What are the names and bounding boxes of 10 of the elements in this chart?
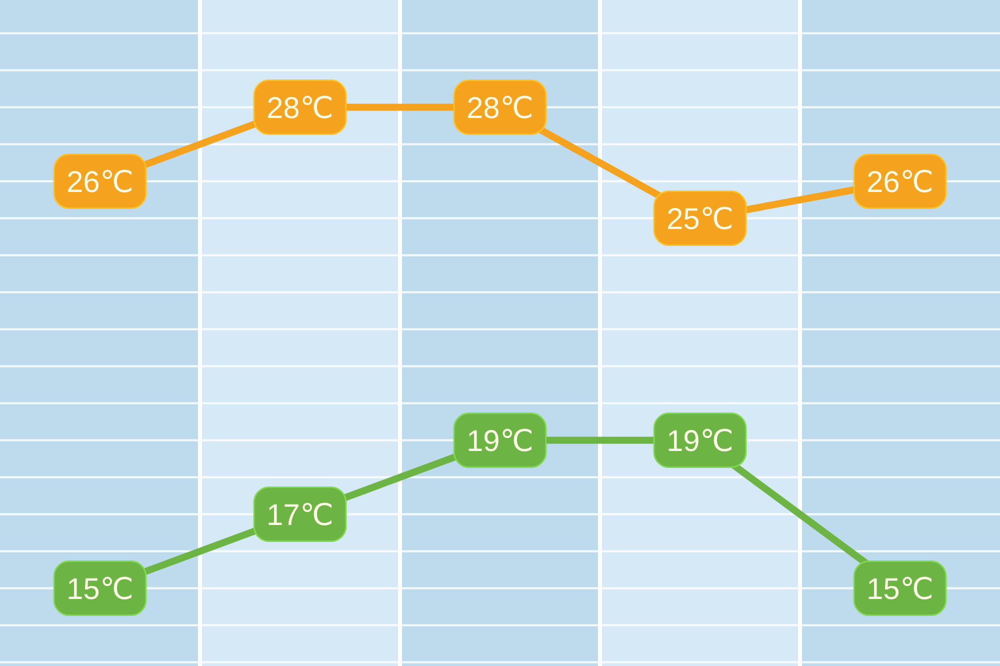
data-label: 19℃ <box>666 425 734 458</box>
data-label: 15℃ <box>866 573 934 606</box>
data-label: 26℃ <box>66 166 134 200</box>
data-label: 19℃ <box>466 425 534 458</box>
data-label: 15℃ <box>66 573 134 606</box>
data-label: 17℃ <box>266 499 334 532</box>
data-label: 28℃ <box>266 92 334 126</box>
data-label: 25℃ <box>666 203 734 236</box>
data-label: 28℃ <box>466 92 534 126</box>
data-label: 26℃ <box>866 166 934 200</box>
